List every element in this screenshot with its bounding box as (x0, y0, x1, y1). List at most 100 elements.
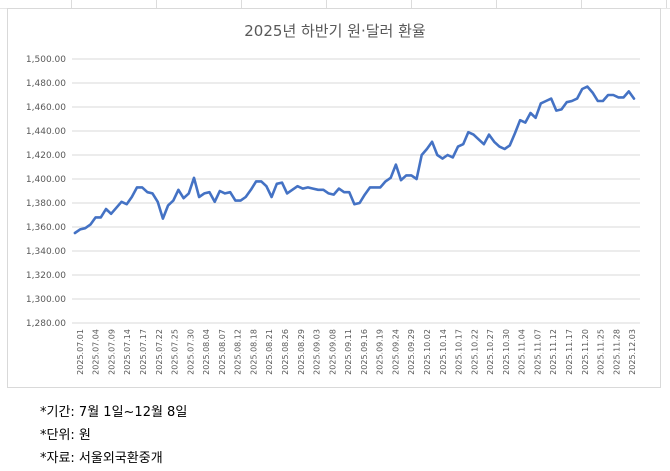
data-point (447, 154, 449, 156)
y-tick-label: 1,440.00 (26, 127, 66, 137)
data-point (555, 110, 557, 112)
data-point (136, 186, 138, 188)
x-tick-label: 2025.08.26 (281, 329, 290, 375)
gridlines (72, 58, 640, 324)
data-point (281, 182, 283, 184)
data-point (84, 227, 86, 229)
x-tick-label: 2025.11.12 (549, 329, 558, 375)
chart-area[interactable]: 2025년 하반기 원·달러 환율 1,280.00 1,300.00 1,320.… (7, 8, 661, 388)
data-point (141, 186, 143, 188)
series-line (73, 85, 636, 235)
data-point (467, 131, 469, 133)
data-point (493, 141, 495, 143)
data-point (571, 100, 573, 102)
data-point (120, 201, 123, 203)
data-point (343, 191, 345, 193)
y-tick-label: 1,320.00 (26, 271, 66, 281)
data-point (545, 100, 547, 102)
x-tick-label: 2025.11.17 (565, 329, 574, 375)
note-unit: *단위: 원 (40, 428, 91, 443)
x-tick-label: 2025.07.17 (139, 329, 148, 375)
data-point (504, 148, 506, 150)
x-tick-label: 2025.10.30 (502, 329, 511, 375)
column-divider (411, 0, 412, 8)
column-divider (496, 0, 497, 8)
data-point (483, 143, 485, 145)
data-point (348, 191, 350, 193)
data-point (302, 188, 304, 190)
data-point (586, 86, 589, 88)
data-point (322, 189, 324, 191)
data-point (633, 98, 635, 100)
data-point (162, 218, 164, 220)
data-point (607, 94, 609, 96)
data-point (566, 101, 568, 103)
column-divider (581, 0, 582, 8)
data-point (260, 180, 262, 182)
note-period: *기간: 7월 1일~12월 8일 (40, 405, 188, 420)
data-point (105, 208, 107, 210)
y-tick-label: 1,380.00 (26, 199, 66, 209)
x-tick-label: 2025.07.04 (92, 329, 101, 375)
column-divider (241, 0, 242, 8)
data-point (265, 185, 267, 187)
x-tick-label: 2025.08.21 (265, 329, 274, 375)
data-point (250, 189, 252, 191)
data-point (296, 185, 299, 187)
data-point (457, 146, 459, 148)
data-point (255, 180, 257, 182)
data-point (602, 100, 604, 102)
data-point (89, 224, 91, 226)
x-tick-label: 2025.10.22 (470, 329, 479, 375)
y-axis-tick-labels: 1,280.00 1,300.00 1,320.00 1,340.00 1,360.00… (26, 55, 66, 329)
data-point (286, 192, 288, 194)
data-point (240, 200, 242, 202)
data-point (271, 196, 273, 198)
data-point (338, 188, 340, 190)
data-point (395, 164, 397, 166)
data-point (229, 191, 231, 193)
data-point (576, 98, 578, 100)
data-point (524, 122, 526, 124)
y-tick-label: 1,300.00 (26, 295, 66, 305)
data-point (245, 196, 247, 198)
x-tick-label: 2025.10.27 (486, 329, 495, 375)
data-point (167, 204, 169, 206)
data-point (452, 156, 454, 158)
data-point (208, 191, 211, 193)
data-point (441, 158, 444, 160)
x-tick-label: 2025.07.22 (155, 329, 164, 375)
data-point (146, 191, 148, 193)
data-point (100, 216, 102, 218)
x-tick-label: 2025.08.04 (202, 329, 211, 375)
x-tick-label: 2025.11.25 (597, 329, 606, 375)
x-tick-label: 2025.09.16 (360, 329, 369, 375)
data-point (550, 98, 552, 100)
data-point (426, 148, 428, 150)
data-point (317, 189, 319, 191)
data-point (183, 197, 185, 199)
data-point (74, 232, 76, 234)
data-point (115, 207, 117, 209)
data-point (188, 192, 190, 194)
x-tick-label: 2025.11.04 (518, 329, 527, 375)
x-tick-label: 2025.09.24 (391, 329, 400, 375)
data-point (312, 188, 314, 190)
data-point (560, 108, 563, 110)
data-point (95, 216, 97, 218)
data-point (390, 177, 392, 179)
data-point (126, 203, 128, 205)
data-point (131, 196, 133, 198)
data-point (384, 180, 387, 182)
data-point (193, 177, 195, 179)
data-point (157, 201, 159, 203)
data-point (79, 228, 81, 230)
chart-notes: *기간: 7월 1일~12월 8일 *단위: 원 *자료: 서울외국환중개 (40, 401, 187, 470)
x-tick-label: 2025.10.17 (455, 329, 464, 375)
x-tick-label: 2025.08.18 (249, 329, 258, 375)
data-point (509, 144, 511, 146)
data-point (581, 88, 583, 90)
x-tick-label: 2025.07.30 (186, 329, 195, 375)
note-source: *자료: 서울외국환중개 (40, 451, 163, 466)
data-point (436, 154, 438, 156)
